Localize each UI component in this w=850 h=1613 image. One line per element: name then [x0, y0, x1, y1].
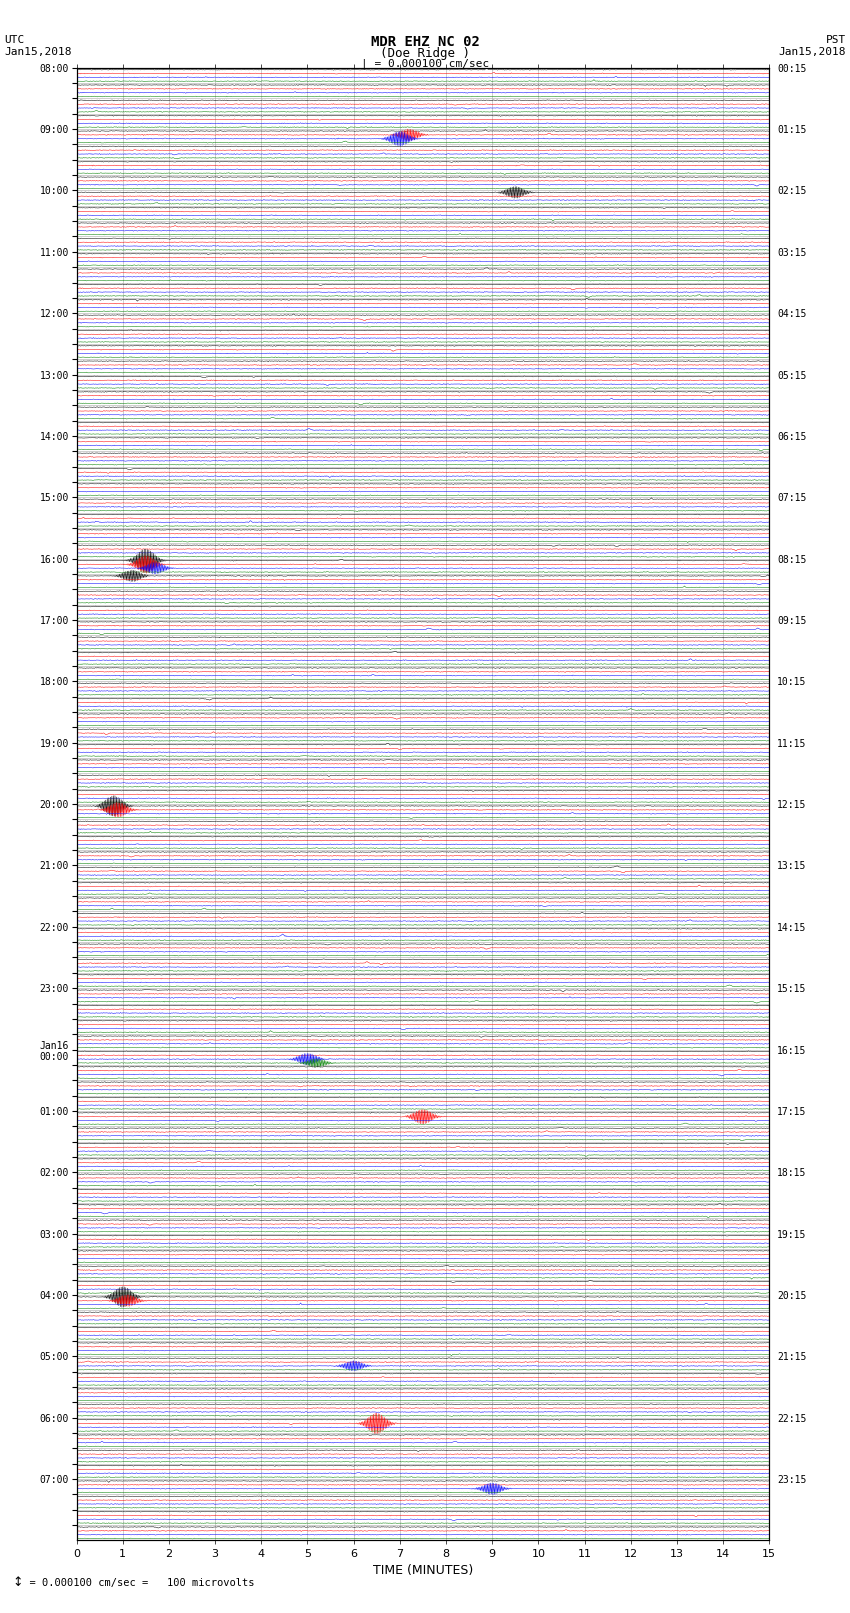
Text: (Doe Ridge ): (Doe Ridge ): [380, 47, 470, 60]
Text: | = 0.000100 cm/sec: | = 0.000100 cm/sec: [361, 58, 489, 69]
Text: = 0.000100 cm/sec =   100 microvolts: = 0.000100 cm/sec = 100 microvolts: [17, 1578, 254, 1587]
Text: ↕: ↕: [13, 1576, 23, 1589]
Text: Jan15,2018: Jan15,2018: [4, 47, 71, 56]
Text: MDR EHZ NC 02: MDR EHZ NC 02: [371, 35, 479, 50]
X-axis label: TIME (MINUTES): TIME (MINUTES): [373, 1563, 473, 1576]
Text: UTC: UTC: [4, 35, 25, 45]
Text: PST: PST: [825, 35, 846, 45]
Text: Jan15,2018: Jan15,2018: [779, 47, 846, 56]
